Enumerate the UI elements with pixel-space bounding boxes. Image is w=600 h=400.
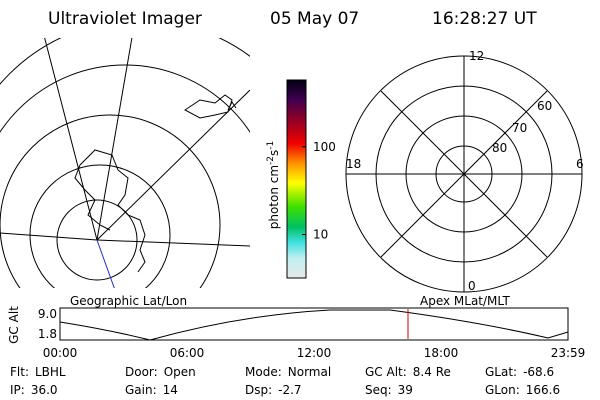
y-tick-label: 9.0 — [38, 307, 57, 321]
mlt-label: 0 — [468, 279, 476, 293]
lat-label: 70 — [512, 121, 527, 135]
status-label: Dsp: — [245, 383, 272, 397]
colorbar-label: photon cm-2s-1 — [266, 141, 281, 230]
status-value: 14 — [163, 383, 178, 397]
panel-label: Geographic Lat/Lon — [70, 294, 187, 308]
polar-grid — [345, 55, 583, 293]
title: Ultraviolet Imager — [48, 9, 202, 29]
status-value: Normal — [288, 365, 331, 379]
status-field: GLon: 166.6 — [485, 383, 560, 397]
geographic-map — [0, 38, 250, 288]
status-field: GLat: -68.6 — [485, 365, 554, 379]
status-label: Flt: — [10, 365, 29, 379]
x-tick-label: 00:00 — [43, 346, 78, 360]
panel-label: Apex MLat/MLT — [420, 294, 510, 308]
status-field: Flt: LBHL — [10, 365, 66, 379]
status-field: Gain: 14 — [125, 383, 178, 397]
mlt-label: 18 — [346, 157, 361, 171]
status-value: 39 — [398, 383, 413, 397]
status-label: Door: — [125, 365, 158, 379]
status-label: Gain: — [125, 383, 157, 397]
status-label: GC Alt: — [365, 365, 407, 379]
status-label: GLon: — [485, 383, 520, 397]
status-field: Dsp: -2.7 — [245, 383, 302, 397]
status-label: IP: — [10, 383, 25, 397]
colorbar — [286, 79, 307, 279]
status-field: IP: 36.0 — [10, 383, 58, 397]
colorbar-tick-label: 10 — [313, 228, 328, 242]
x-tick-label: 23:59 — [551, 346, 586, 360]
x-tick-label: 06:00 — [170, 346, 205, 360]
status-value: -2.7 — [278, 383, 301, 397]
status-value: 36.0 — [31, 383, 58, 397]
altitude-axis-label: GC Alt — [7, 306, 21, 344]
status-field: GC Alt: 8.4 Re — [365, 365, 451, 379]
status-value: 166.6 — [526, 383, 560, 397]
status-field: Mode: Normal — [245, 365, 331, 379]
status-value: Open — [164, 365, 196, 379]
status-value: -68.6 — [523, 365, 554, 379]
status-field: Seq: 39 — [365, 383, 413, 397]
time: 16:28:27 UT — [432, 9, 537, 29]
status-value: 8.4 Re — [413, 365, 451, 379]
status-value: LBHL — [35, 365, 66, 379]
date: 05 May 07 — [270, 9, 359, 29]
altitude-curve — [59, 309, 569, 341]
status-label: Mode: — [245, 365, 282, 379]
mlt-label: 12 — [469, 49, 484, 63]
altitude-plot — [59, 307, 569, 341]
status-field: Door: Open — [125, 365, 196, 379]
y-tick-label: 1.8 — [38, 327, 57, 341]
status-label: GLat: — [485, 365, 517, 379]
mlt-label: 6 — [576, 157, 584, 171]
colorbar-tick-label: 100 — [313, 140, 336, 154]
lat-label: 60 — [537, 99, 552, 113]
x-tick-label: 18:00 — [424, 346, 459, 360]
status-label: Seq: — [365, 383, 392, 397]
lat-label: 80 — [492, 141, 507, 155]
x-tick-label: 12:00 — [297, 346, 332, 360]
